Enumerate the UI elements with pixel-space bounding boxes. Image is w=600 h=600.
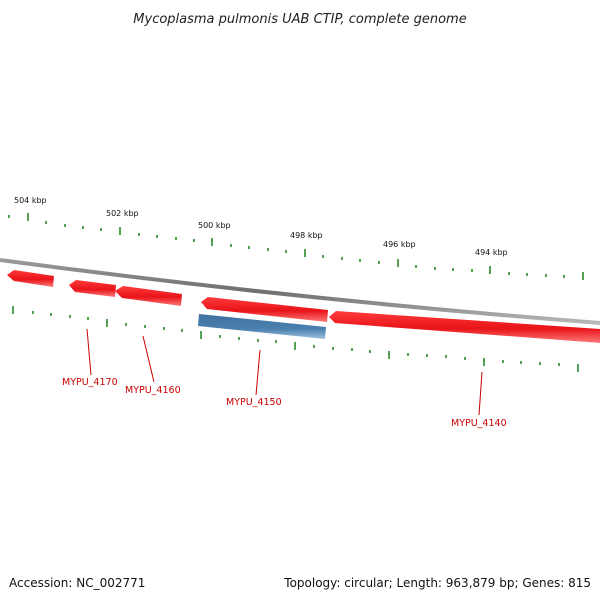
leader-line [478,371,483,416]
gene-feature-mypu-4170[interactable] [69,280,116,297]
gene-label[interactable]: MYPU_4140 [451,418,507,429]
genome-backbone [0,258,600,325]
gene-feature-small[interactable] [7,270,54,287]
scale-label: 500 kbp [198,221,231,230]
scale-label: 502 kbp [106,209,139,218]
gene-label[interactable]: MYPU_4150 [226,397,282,408]
leader-line [255,349,261,396]
label-leaders [86,328,483,416]
scale-label: 504 kbp [14,196,47,205]
inner-scale-ticks [12,306,579,372]
gene-feature-mypu-4140[interactable] [329,311,600,343]
gene-feature-mypu-4150[interactable] [198,314,326,339]
leader-line [86,328,92,376]
gene-feature-mypu-4170-region[interactable] [201,297,328,322]
scale-label: 498 kbp [290,231,323,240]
genome-summary-text: Topology: circular; Length: 963,879 bp; … [284,576,591,590]
leader-line [142,335,155,383]
gene-label[interactable]: MYPU_4160 [125,385,181,396]
outer-scale-ticks [8,213,584,280]
gene-features [7,270,600,343]
gene-feature-mypu-4160[interactable] [115,286,182,306]
scale-label: 496 kbp [383,240,416,249]
accession-text: Accession: NC_002771 [9,576,146,590]
gene-label[interactable]: MYPU_4170 [62,377,118,388]
scale-label: 494 kbp [475,248,508,257]
map-title: Mycoplasma pulmonis UAB CTIP, complete g… [133,12,466,27]
